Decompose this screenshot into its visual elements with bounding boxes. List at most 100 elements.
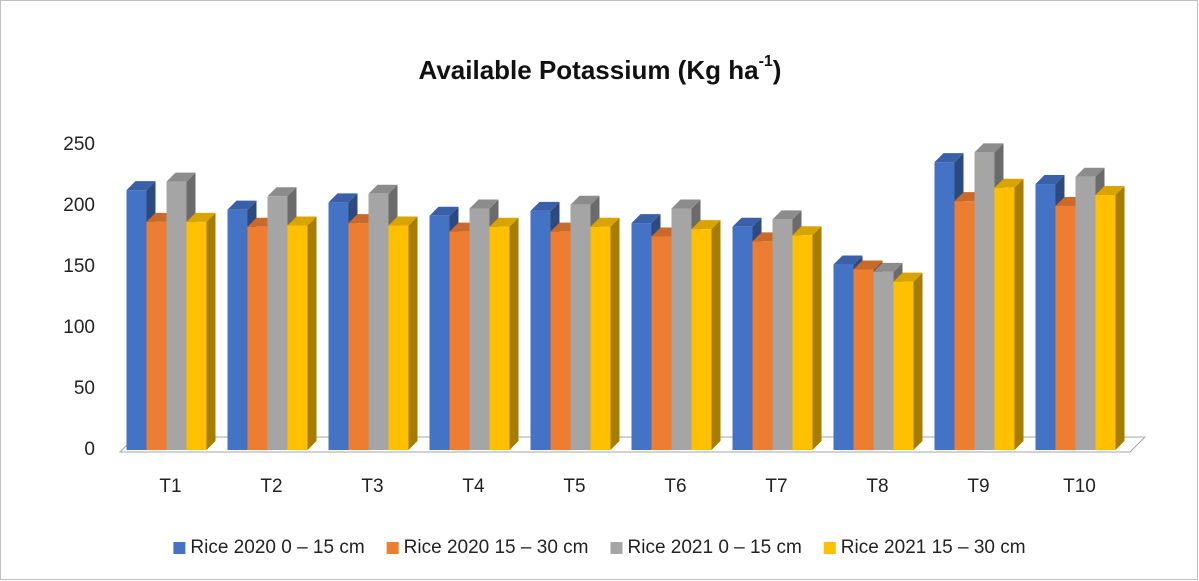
bar-top <box>227 200 257 210</box>
x-tick-label: T7 <box>765 476 787 497</box>
bar-top <box>368 184 398 194</box>
bar-side <box>206 212 216 450</box>
bar-top <box>873 262 903 272</box>
bar-top <box>974 143 1004 153</box>
bar-top <box>732 217 762 227</box>
bar-front <box>449 231 470 450</box>
bar-side <box>1115 186 1125 450</box>
bar <box>1095 186 1125 450</box>
bar-front <box>752 241 773 450</box>
bar-front <box>247 226 268 450</box>
bar-front <box>348 223 369 450</box>
bar-top <box>1075 167 1105 177</box>
legend: Rice 2020 0 – 15 cm Rice 2020 15 – 30 cm R… <box>173 537 1026 558</box>
bar-side <box>1014 178 1024 450</box>
bar-front <box>1055 206 1076 450</box>
bar <box>893 272 923 450</box>
bar-front <box>954 201 975 450</box>
bar-front <box>671 208 692 450</box>
x-tick-label: T2 <box>260 476 282 497</box>
title-text-end: ) <box>773 55 782 85</box>
bar-top <box>287 216 317 226</box>
bar <box>489 217 519 450</box>
y-tick-label: 50 <box>74 378 95 399</box>
bar-front <box>873 271 894 450</box>
bar-top <box>1095 186 1125 196</box>
bar-side <box>913 272 923 450</box>
bar-top <box>934 153 964 163</box>
bar-front <box>530 210 551 450</box>
x-tick-label: T5 <box>563 476 585 497</box>
bar-front <box>368 193 389 451</box>
bar-front <box>227 209 248 450</box>
bar-front <box>328 202 349 450</box>
bar-front <box>186 221 207 450</box>
bar-top <box>530 201 560 211</box>
bar-side <box>711 220 721 450</box>
bar-top <box>772 210 802 220</box>
legend-swatch <box>386 542 399 554</box>
legend-label: Rice 2020 0 – 15 cm <box>190 537 364 558</box>
y-tick-label: 250 <box>63 134 95 155</box>
bar-top <box>833 255 863 265</box>
bar-front <box>469 208 490 450</box>
bar-side <box>509 217 519 450</box>
x-tick-label: T3 <box>361 476 383 497</box>
title-superscript: -1 <box>759 53 773 70</box>
y-tick-label: 150 <box>63 256 95 277</box>
bar-front <box>994 187 1015 450</box>
bar-top <box>469 199 499 209</box>
bar-side <box>610 217 620 450</box>
bar-top <box>570 195 600 205</box>
bar-front <box>853 269 874 450</box>
legend-swatch <box>610 542 623 554</box>
bar-front <box>1035 184 1056 451</box>
bar-top <box>631 214 661 224</box>
x-tick-label: T8 <box>866 476 888 497</box>
bar-top <box>267 187 297 197</box>
legend-label: Rice 2021 15 – 30 cm <box>841 537 1026 558</box>
bar-front <box>833 264 854 450</box>
bar-top <box>994 178 1024 188</box>
bar-front <box>166 181 187 450</box>
bar <box>186 212 216 450</box>
bar-top <box>1035 175 1065 185</box>
bar-top <box>388 216 418 226</box>
bar-side <box>307 216 317 450</box>
bar <box>691 220 721 450</box>
bar-front <box>1075 176 1096 450</box>
bar-front <box>388 225 409 450</box>
title-text: Available Potassium (Kg ha <box>419 55 760 85</box>
bar-top <box>126 181 156 191</box>
x-tick-label: T10 <box>1063 476 1096 497</box>
bar-front <box>934 162 955 450</box>
legend-swatch <box>823 542 836 554</box>
x-tick-label: T6 <box>664 476 686 497</box>
bar-top <box>429 206 459 216</box>
bar-top <box>590 217 620 227</box>
bar-front <box>287 225 308 450</box>
chart-title: Available Potassium (Kg ha-1) <box>419 53 782 85</box>
y-tick-label: 200 <box>63 195 95 216</box>
bar-front <box>429 215 450 450</box>
bar-top <box>691 220 721 230</box>
bar-front <box>489 226 510 450</box>
x-tick-label: T1 <box>159 476 181 497</box>
bar-side <box>408 216 418 450</box>
bar-front <box>792 235 813 450</box>
bar-top <box>671 199 701 209</box>
bar-front <box>893 281 914 450</box>
bar-front <box>974 152 995 450</box>
bar <box>994 178 1024 450</box>
legend-label: Rice 2021 0 – 15 cm <box>628 537 802 558</box>
bar <box>792 226 822 450</box>
bar-top <box>186 212 216 222</box>
bar-top <box>792 226 822 236</box>
bar-front <box>570 204 591 450</box>
bar <box>388 216 418 450</box>
bar-top <box>489 217 519 227</box>
bar-front <box>732 226 753 450</box>
y-tick-label: 0 <box>84 439 95 460</box>
x-tick-label: T4 <box>462 476 485 497</box>
